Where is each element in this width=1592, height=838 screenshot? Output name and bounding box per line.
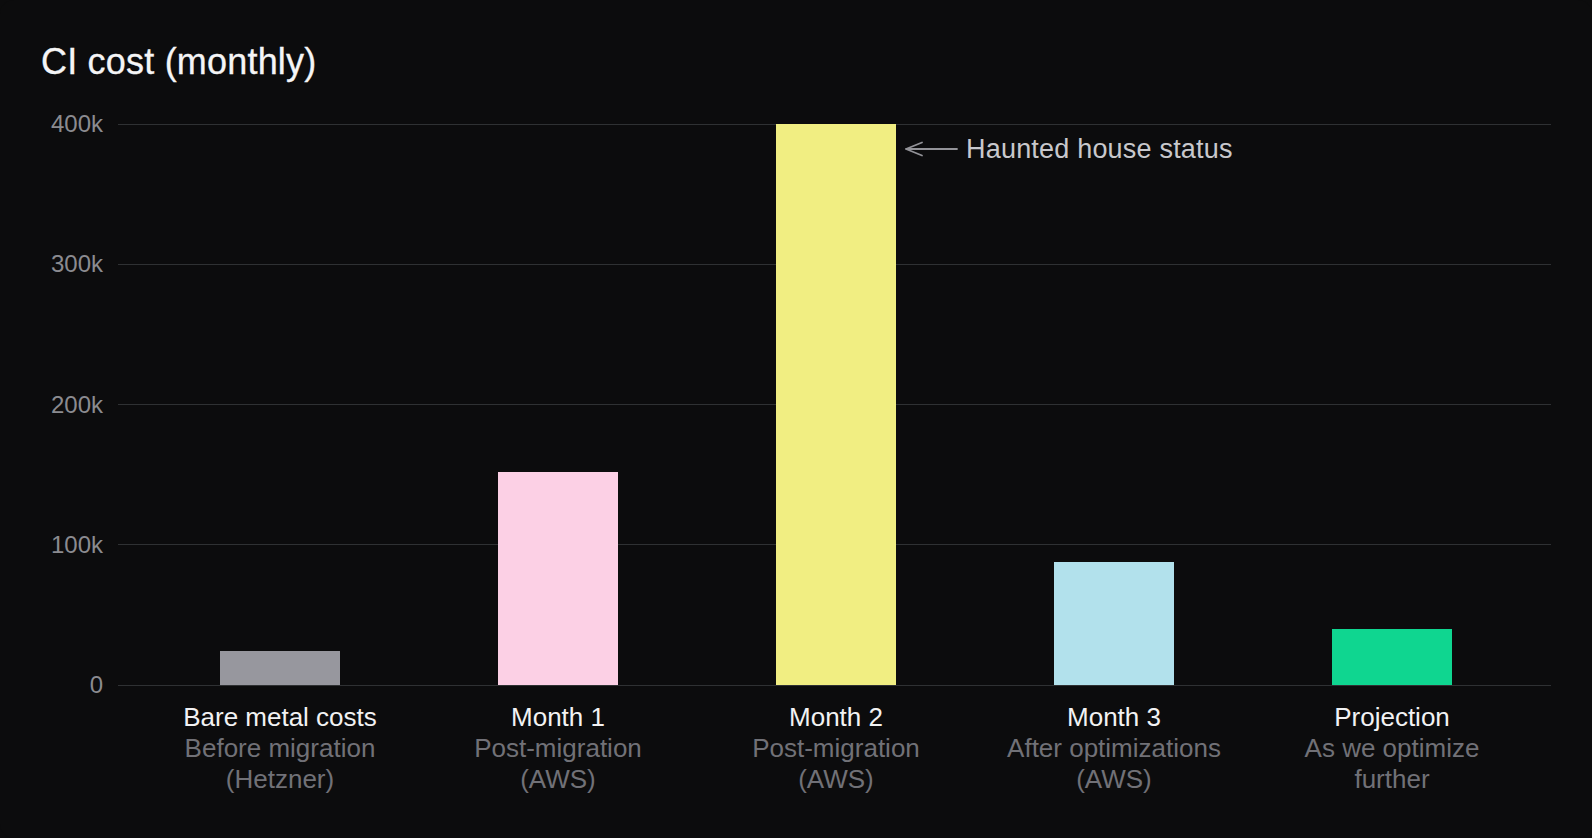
x-axis-label-sub: (AWS) xyxy=(697,764,975,795)
bar xyxy=(1054,562,1174,685)
bar xyxy=(220,651,340,685)
x-axis-label-sub: After optimizations xyxy=(975,733,1253,764)
x-axis-label: Month 1Post-migration(AWS) xyxy=(419,701,697,795)
annotation-text: Haunted house status xyxy=(966,133,1233,165)
x-axis-label-sub: further xyxy=(1253,764,1531,795)
chart-title: CI cost (monthly) xyxy=(41,41,316,83)
y-axis-tick-label: 0 xyxy=(23,670,103,700)
x-axis-label: Month 2Post-migration(AWS) xyxy=(697,701,975,795)
y-axis-tick-label: 200k xyxy=(23,390,103,420)
x-axis-label-main: Month 1 xyxy=(419,701,697,733)
x-axis-label-main: Month 2 xyxy=(697,701,975,733)
y-axis-tick-label: 300k xyxy=(23,249,103,279)
x-axis-label-sub: (Hetzner) xyxy=(141,764,419,795)
x-axis-label-sub: (AWS) xyxy=(975,764,1253,795)
y-axis-tick-label: 400k xyxy=(23,109,103,139)
x-axis-label-sub: As we optimize xyxy=(1253,733,1531,764)
x-axis-label-sub: Post-migration xyxy=(419,733,697,764)
y-axis-tick-label: 100k xyxy=(23,530,103,560)
bar xyxy=(498,472,618,685)
x-axis-label-sub: (AWS) xyxy=(419,764,697,795)
bar xyxy=(1332,629,1452,685)
x-axis-label-sub: Before migration xyxy=(141,733,419,764)
x-axis-label-main: Month 3 xyxy=(975,701,1253,733)
x-axis-label: Month 3After optimizations(AWS) xyxy=(975,701,1253,795)
x-axis-label: ProjectionAs we optimizefurther xyxy=(1253,701,1531,795)
ci-cost-chart: CI cost (monthly) 0 100k 200k 300k 400k Bare … xyxy=(0,0,1592,838)
left-arrow-icon xyxy=(904,140,958,158)
bar xyxy=(776,124,896,685)
x-axis-label-sub: Post-migration xyxy=(697,733,975,764)
x-axis-label-main: Bare metal costs xyxy=(141,701,419,733)
annotation: Haunted house status xyxy=(904,133,1233,165)
x-axis-label: Bare metal costsBefore migration(Hetzner… xyxy=(141,701,419,795)
x-axis-label-main: Projection xyxy=(1253,701,1531,733)
